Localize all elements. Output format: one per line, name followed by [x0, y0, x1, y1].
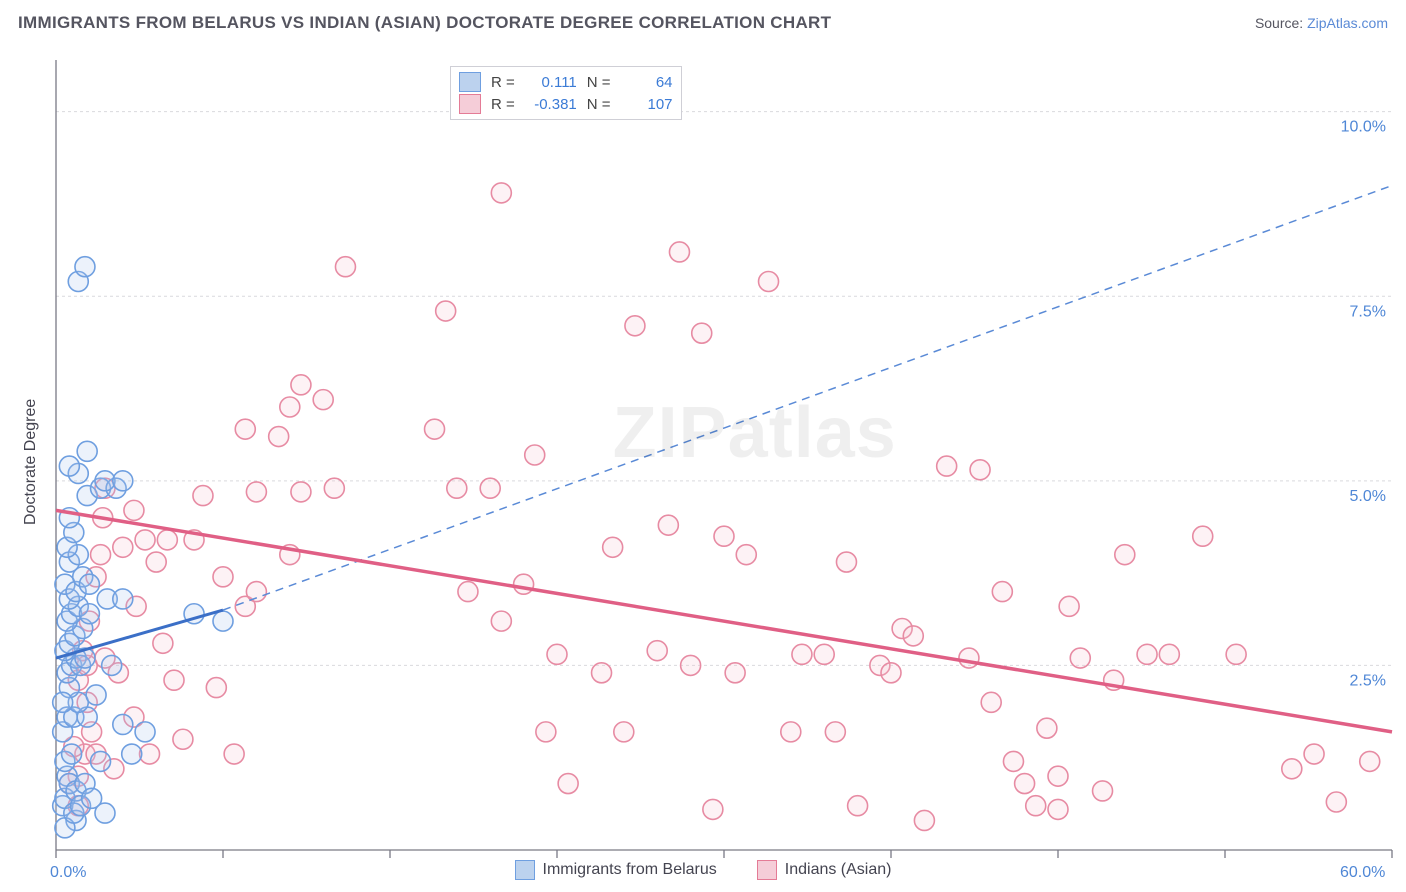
source: Source: ZipAtlas.com [1255, 15, 1388, 31]
svg-text:7.5%: 7.5% [1350, 303, 1386, 320]
legend-label-indian: Indians (Asian) [785, 861, 892, 879]
stats-row-belarus: R =0.111N =64 [459, 71, 673, 93]
swatch-indian [757, 860, 777, 880]
source-link[interactable]: ZipAtlas.com [1307, 15, 1388, 31]
legend-label-belarus: Immigrants from Belarus [543, 861, 717, 879]
swatch-belarus [515, 860, 535, 880]
legend-item-indian: Indians (Asian) [757, 860, 892, 880]
svg-text:2.5%: 2.5% [1350, 672, 1386, 689]
chart-title: IMMIGRANTS FROM BELARUS VS INDIAN (ASIAN… [18, 13, 831, 33]
swatch-indian [459, 94, 481, 114]
legend-item-belarus: Immigrants from Belarus [515, 860, 717, 880]
stats-row-indian: R =-0.381N =107 [459, 93, 673, 115]
swatch-belarus [459, 72, 481, 92]
bottom-legend: Immigrants from Belarus Indians (Asian) [0, 860, 1406, 880]
y-axis-label: Doctorate Degree [22, 399, 40, 525]
source-prefix: Source: [1255, 15, 1307, 31]
header: IMMIGRANTS FROM BELARUS VS INDIAN (ASIAN… [0, 0, 1406, 46]
svg-text:5.0%: 5.0% [1350, 488, 1386, 505]
svg-text:10.0%: 10.0% [1341, 119, 1386, 136]
chart-svg: 2.5% 5.0% 7.5% 10.0% [0, 50, 1406, 892]
plot-area: 2.5%5.0%7.5%10.0% ZIPatlas R =0.111N =64… [0, 50, 1406, 892]
stats-legend: R =0.111N =64R =-0.381N =107 [450, 66, 682, 120]
